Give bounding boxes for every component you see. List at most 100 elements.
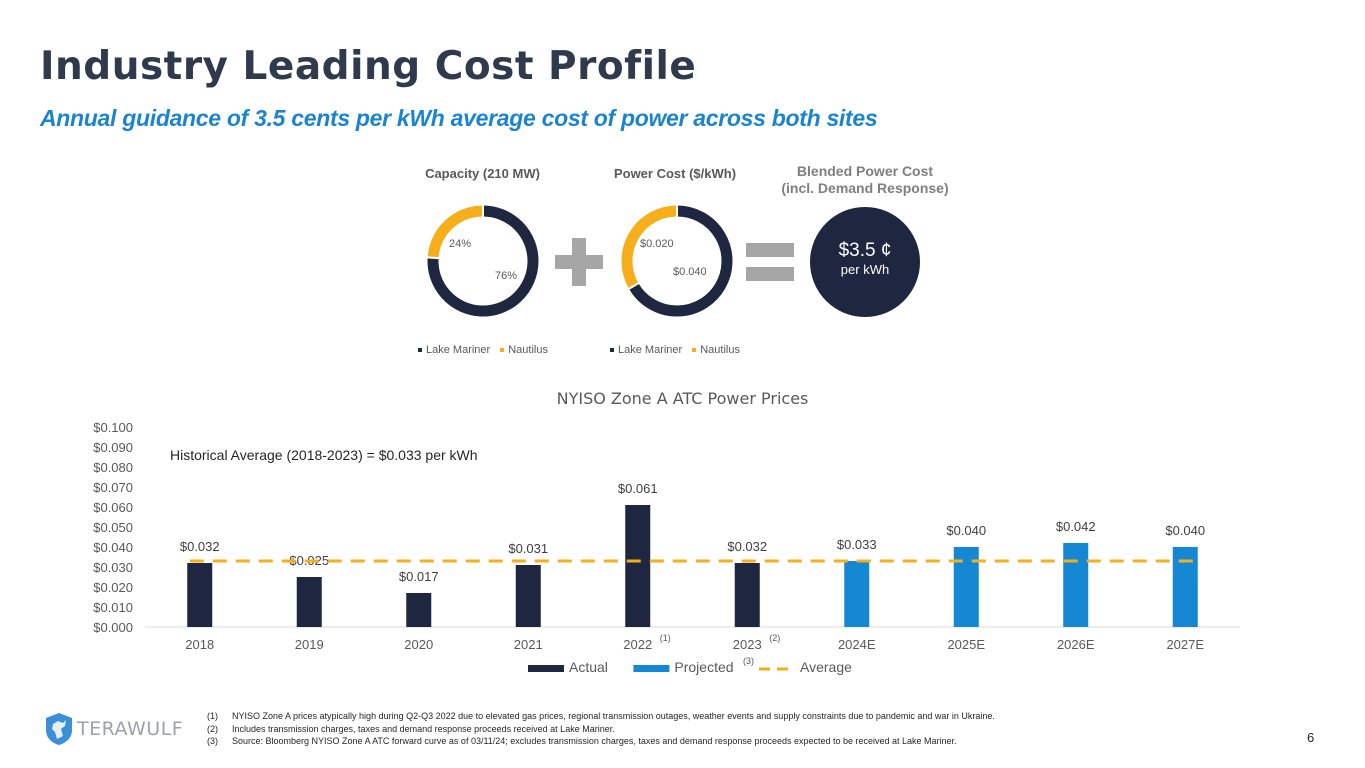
x-tick-superscript: (1) — [660, 633, 671, 643]
y-tick-label: $0.060 — [93, 500, 133, 515]
bar-value-label: $0.033 — [837, 537, 877, 552]
bar-value-label: $0.031 — [508, 541, 548, 556]
x-tick-label: 2020 — [404, 637, 433, 652]
blended-title-line2: (incl. Demand Response) — [781, 180, 949, 196]
capacity-lake-mariner-label: 76% — [495, 270, 518, 282]
bar-2023 — [734, 563, 760, 627]
x-tick-label: 2027E — [1166, 637, 1204, 652]
page-number: 6 — [1307, 730, 1315, 745]
donut-segment-nautilus — [621, 205, 678, 289]
bar-2022 — [625, 505, 651, 627]
power-cost-nautilus-label: $0.020 — [640, 238, 674, 250]
bar-2027E — [1172, 547, 1198, 627]
bar-value-label: $0.040 — [1165, 523, 1205, 538]
power-cost-legend: Lake Mariner Nautilus — [610, 344, 740, 356]
legend-label: Lake Mariner — [618, 344, 683, 356]
legend-label: Lake Mariner — [426, 344, 491, 356]
legend-swatch — [418, 348, 422, 353]
x-tick-label: 2021 — [514, 637, 543, 652]
y-tick-label: $0.000 — [93, 620, 133, 635]
page-title: Industry Leading Cost Profile — [40, 44, 697, 89]
blended-cost-badge: $3.5 ¢ per kWh — [810, 207, 920, 317]
donut-segment-nautilus — [427, 205, 484, 259]
legend-swatch-projected — [633, 665, 670, 672]
capacity-donut-title: Capacity (210 MW) — [425, 166, 540, 181]
power-cost-donut-title: Power Cost ($/kWh) — [613, 166, 737, 181]
footnote-text: NYISO Zone A prices atypically high duri… — [232, 711, 995, 721]
blended-cost-title: Blended Power Cost (incl. Demand Respons… — [770, 163, 960, 197]
x-tick-superscript: (2) — [769, 633, 780, 643]
footnote: (3) Source: Bloomberg NYISO Zone A ATC fo… — [207, 735, 995, 748]
y-tick-label: $0.040 — [93, 540, 133, 555]
logo-text: TERAWULF — [77, 718, 184, 740]
legend-swatch — [692, 348, 697, 353]
capacity-donut-chart — [426, 204, 539, 317]
y-tick-label: $0.010 — [93, 600, 133, 615]
legend-label: Nautilus — [700, 344, 740, 356]
footnote-number: (1) — [207, 711, 218, 721]
legend-swatch-actual — [528, 665, 564, 672]
terawulf-logo: TERAWULF — [45, 712, 183, 746]
y-tick-label: $0.080 — [93, 460, 133, 475]
blended-cost-value: $3.5 ¢ — [838, 240, 892, 261]
blended-title-line1: Blended Power Cost — [796, 163, 934, 179]
legend-label-projected: Projected — [674, 659, 733, 675]
donut-separator — [426, 256, 441, 260]
footnote: (2) Includes transmission charges, taxes … — [207, 723, 995, 736]
legend-item-lake-mariner: Lake Mariner — [418, 344, 490, 356]
bar-value-label: $0.040 — [946, 523, 986, 538]
bar-value-label: $0.061 — [618, 481, 658, 496]
x-tick-label: 2022 — [623, 637, 652, 652]
bar-2024E — [844, 561, 870, 627]
bar-value-label: $0.032 — [727, 539, 767, 554]
bar-2026E — [1063, 543, 1089, 627]
footnote: (1) NYISO Zone A prices atypically high d… — [207, 710, 995, 723]
blended-cost-unit: per kWh — [840, 262, 890, 277]
legend-item-nautilus: Nautilus — [692, 344, 740, 356]
donut-segment-lake-mariner — [628, 205, 733, 317]
legend-item-lake-mariner: Lake Mariner — [610, 344, 682, 356]
footnote-text: Includes transmission charges, taxes and… — [232, 723, 615, 734]
x-tick-label: 2024E — [838, 637, 876, 652]
bar-value-label: $0.042 — [1056, 519, 1096, 534]
power-cost-lake-mariner-label: $0.040 — [673, 266, 707, 278]
bar-value-label: $0.032 — [180, 539, 220, 554]
footnote-number: (3) — [207, 736, 218, 746]
bar-2018 — [187, 563, 213, 627]
bar-value-label: $0.017 — [399, 569, 439, 584]
bar-2019 — [296, 577, 322, 627]
capacity-nautilus-label: 24% — [449, 238, 472, 250]
footnotes: (1) NYISO Zone A prices atypically high d… — [207, 710, 995, 748]
y-tick-label: $0.030 — [93, 560, 133, 575]
bar-2020 — [406, 593, 432, 627]
donut-segment-lake-mariner — [427, 205, 539, 317]
x-tick-label: 2018 — [185, 637, 214, 652]
equals-icon — [746, 243, 794, 281]
legend-swatch — [610, 348, 614, 353]
nyiso-bar-chart: $0.000 $0.010 $0.020 $0.030 $0.040 $0.050 $0.0… — [93, 420, 1240, 675]
legend-superscript: (3) — [743, 656, 754, 666]
x-tick-label: 2026E — [1057, 637, 1095, 652]
y-tick-label: $0.100 — [93, 420, 133, 435]
y-tick-label: $0.020 — [93, 580, 133, 595]
y-tick-label: $0.090 — [93, 440, 133, 455]
legend-swatch — [500, 348, 505, 353]
x-tick-label: 2025E — [947, 637, 985, 652]
donut-separator — [627, 281, 641, 291]
legend-label-actual: Actual — [569, 659, 608, 675]
x-tick-label: 2019 — [295, 637, 324, 652]
footnote-number: (2) — [207, 723, 218, 734]
capacity-legend: Lake Mariner Nautilus — [418, 344, 548, 356]
bar-chart-title: NYISO Zone A ATC Power Prices — [556, 389, 809, 408]
legend-item-nautilus: Nautilus — [500, 344, 548, 356]
bar-2025E — [953, 547, 979, 627]
legend-label-average: Average — [800, 659, 852, 675]
wolf-shield-icon — [46, 713, 72, 745]
plus-icon — [555, 238, 603, 286]
power-cost-donut-chart — [621, 204, 733, 317]
x-tick-label: 2023 — [733, 637, 762, 652]
y-tick-label: $0.070 — [93, 480, 133, 495]
historical-average-note: Historical Average (2018-2023) = $0.033 … — [170, 447, 478, 463]
legend-label: Nautilus — [508, 344, 548, 356]
page-subtitle: Annual guidance of 3.5 cents per kWh ave… — [40, 105, 878, 131]
